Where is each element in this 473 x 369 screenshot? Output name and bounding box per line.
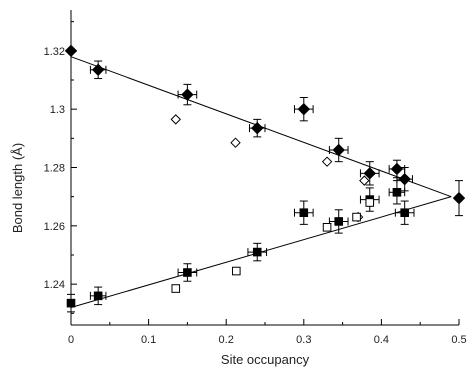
filled-diamond-point <box>390 162 404 176</box>
axes: 0 0.1 0.2 0.3 0.4 0.5 1.24 1.26 1.28 1.3 1.32 <box>44 10 467 346</box>
filled-diamond-point <box>64 44 78 58</box>
filled-square-point <box>400 208 409 218</box>
open-square-point <box>231 266 241 276</box>
y-tick-label: 1.3 <box>50 104 65 116</box>
x-axis-title: Site occupancy <box>221 352 310 367</box>
x-tick-label: 0.2 <box>219 334 234 346</box>
filled-square-point <box>93 291 103 301</box>
open-diamond-point <box>321 156 333 167</box>
x-tick-label: 0.3 <box>296 334 311 346</box>
x-tick-label: 0.1 <box>141 334 156 346</box>
error-bars <box>67 60 463 313</box>
open-square-point <box>352 212 361 222</box>
open-square-point <box>171 284 181 293</box>
y-tick-label: 1.28 <box>44 163 65 175</box>
filled-diamond-point <box>181 88 194 101</box>
filled-diamond-point <box>91 63 105 76</box>
filled-square-point <box>299 208 309 218</box>
x-tick-label: 0 <box>68 334 74 346</box>
data-markers <box>64 44 466 308</box>
filled-diamond-point <box>398 172 411 186</box>
y-tick-label: 1.32 <box>44 46 65 58</box>
filled-square-point <box>334 217 344 226</box>
y-tick-label: 1.26 <box>44 221 65 233</box>
y-tick-label: 1.24 <box>44 279 65 291</box>
filled-diamond-point <box>251 121 264 135</box>
filled-diamond-point <box>332 143 345 157</box>
filled-square-point <box>392 187 402 197</box>
x-tick-label: 0.5 <box>451 334 466 346</box>
filled-square-point <box>66 298 76 308</box>
filled-diamond-point <box>452 191 466 205</box>
filled-square-point <box>252 247 262 257</box>
open-diamond-point <box>230 137 241 148</box>
filled-diamond-point <box>297 102 311 116</box>
open-diamond-point <box>170 114 181 125</box>
y-axis-title: Bond length (Å) <box>10 143 25 233</box>
open-diamond-point <box>359 175 370 186</box>
filled-diamond-point <box>363 167 376 180</box>
filled-square-point <box>183 268 192 277</box>
x-tick-label: 0.4 <box>374 334 389 346</box>
open-square-point <box>322 222 332 232</box>
fit-lines <box>70 56 452 308</box>
open-square-point <box>365 198 375 207</box>
